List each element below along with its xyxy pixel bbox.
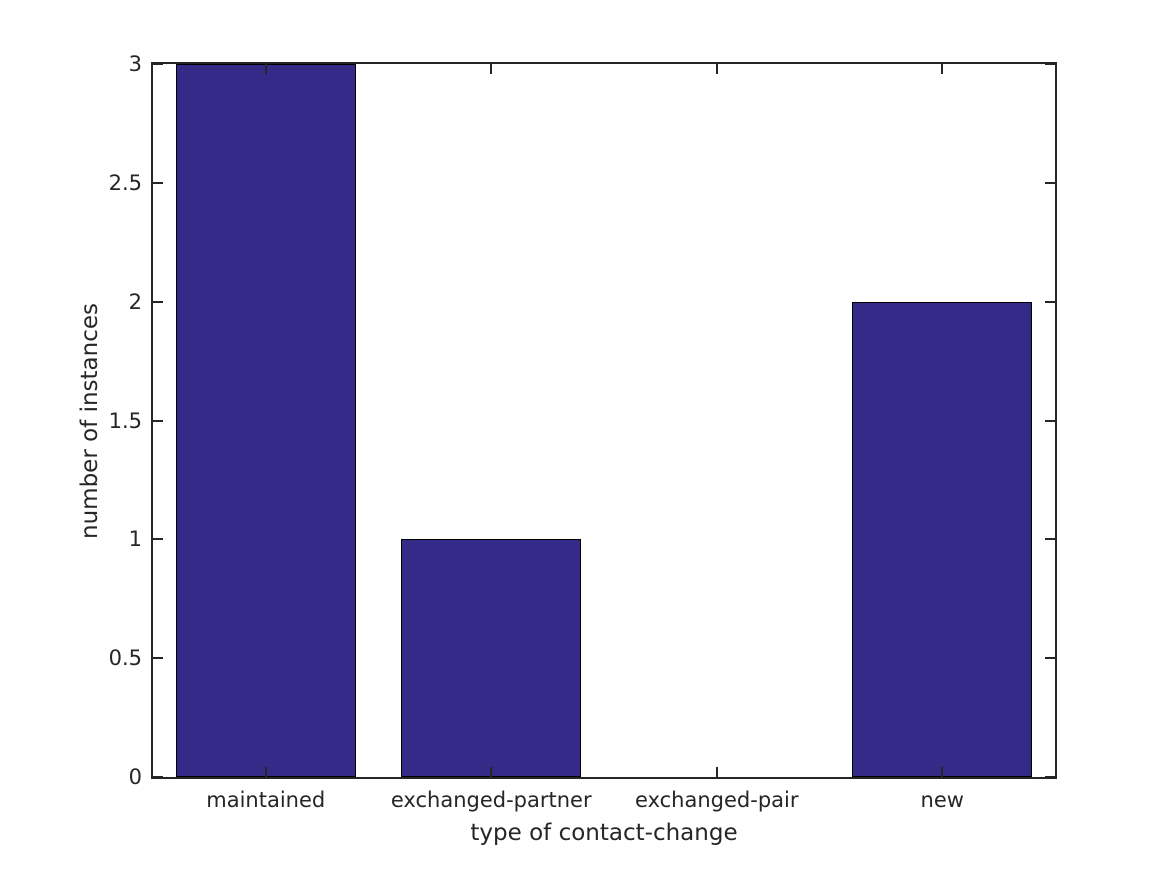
x-tick-mark xyxy=(264,64,267,74)
y-tick-mark xyxy=(1045,776,1055,778)
x-tick-mark xyxy=(490,767,493,777)
y-tick-label: 1 xyxy=(128,527,142,552)
y-tick-label: 2 xyxy=(128,289,142,314)
y-tick-mark xyxy=(1045,300,1055,303)
bar-new xyxy=(852,301,1033,777)
x-axis-label: type of contact-change xyxy=(470,820,738,846)
y-tick-label: 0 xyxy=(128,765,142,789)
y-tick-mark xyxy=(153,300,163,303)
y-tick-label: 1.5 xyxy=(108,408,142,433)
x-tick-label: maintained xyxy=(206,788,326,812)
x-tick-mark xyxy=(715,64,718,74)
x-tick-label: new xyxy=(920,788,964,812)
y-tick-mark xyxy=(153,63,163,65)
plot-area xyxy=(151,62,1057,779)
y-tick-label: 0.5 xyxy=(108,646,142,671)
y-tick-mark xyxy=(153,776,163,778)
bar-exchanged-partner xyxy=(401,539,582,777)
x-tick-label: exchanged-pair xyxy=(635,788,799,812)
y-tick-mark xyxy=(1045,63,1055,65)
x-tick-mark xyxy=(941,64,944,74)
x-tick-mark xyxy=(264,767,267,777)
y-tick-label: 2.5 xyxy=(108,170,142,195)
y-tick-mark xyxy=(1045,657,1055,660)
bar-maintained xyxy=(175,64,356,777)
y-tick-mark xyxy=(153,181,163,184)
x-tick-mark xyxy=(715,767,718,777)
y-tick-mark xyxy=(1045,538,1055,541)
x-tick-label: exchanged-partner xyxy=(390,788,592,812)
y-tick-mark xyxy=(153,419,163,422)
x-tick-mark xyxy=(941,767,944,777)
y-tick-mark xyxy=(153,538,163,541)
y-tick-label: 3 xyxy=(128,52,142,76)
y-tick-mark xyxy=(1045,181,1055,184)
y-tick-mark xyxy=(153,657,163,660)
y-tick-mark xyxy=(1045,419,1055,422)
x-tick-mark xyxy=(490,64,493,74)
